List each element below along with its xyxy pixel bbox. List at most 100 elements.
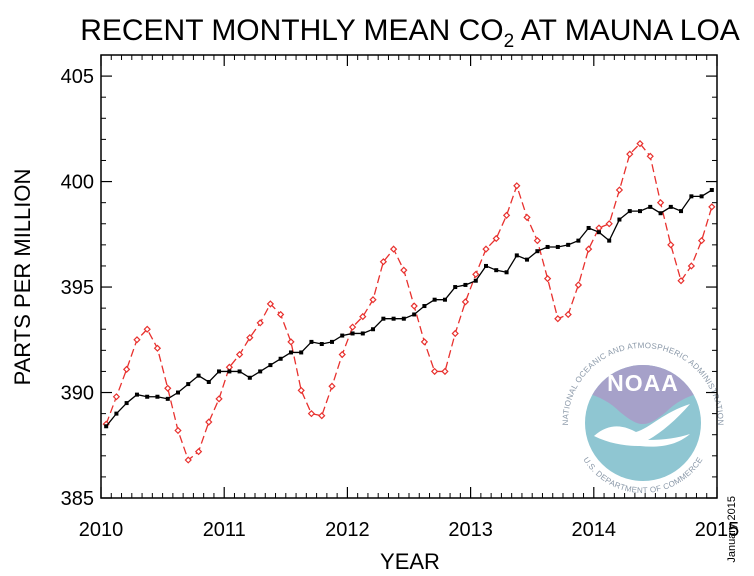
data-point (246, 334, 254, 342)
tick-labels: 385 390 395 400 405 2010 2011 2012 2013 2014 2015 (61, 66, 740, 541)
series-line (105, 142, 713, 462)
data-point (184, 456, 192, 464)
y-tick-label: 395 (61, 277, 94, 299)
data-point (535, 249, 540, 254)
axis-ticks (100, 55, 718, 499)
data-point (227, 369, 232, 374)
data-point (328, 382, 336, 390)
data-point (350, 331, 355, 336)
data-point (697, 236, 706, 245)
data-point (484, 263, 488, 268)
data-point (276, 310, 285, 319)
data-point (143, 325, 151, 333)
logo-gull-shape (594, 404, 690, 447)
data-point (401, 316, 406, 321)
logo-wordmark: NOAA (607, 370, 679, 396)
data-point (687, 262, 696, 270)
data-point (153, 344, 162, 352)
data-point (543, 274, 552, 283)
x-tick-label: 2013 (448, 519, 493, 541)
data-point (607, 238, 612, 243)
data-point (432, 297, 437, 302)
data-point (278, 356, 283, 361)
x-tick-label: 2015 (695, 519, 740, 541)
data-point (605, 220, 613, 228)
data-point (174, 426, 182, 435)
data-point (114, 411, 119, 416)
data-point (360, 331, 365, 336)
data-point (451, 329, 459, 338)
data-point (513, 182, 521, 190)
y-axis-label: PARTS PER MILLION (10, 169, 35, 386)
data-point (369, 296, 377, 304)
data-point (554, 315, 562, 323)
data-point (237, 369, 242, 374)
logo-sky-shape (585, 365, 701, 424)
x-tick-label: 2014 (572, 519, 617, 541)
data-point (668, 204, 673, 209)
data-point (389, 245, 398, 253)
data-point (442, 297, 447, 302)
data-point (287, 338, 295, 346)
data-point (502, 211, 511, 219)
data-point (482, 245, 490, 253)
data-point (574, 281, 583, 289)
data-point (453, 285, 458, 290)
data-point (205, 418, 213, 426)
data-point (473, 278, 478, 283)
data-point (523, 213, 531, 222)
data-point (412, 312, 417, 317)
data-point (318, 412, 326, 420)
data-point (566, 242, 571, 247)
data-point (155, 394, 160, 399)
data-point (309, 339, 314, 344)
data-point (258, 369, 263, 374)
data-point (679, 209, 684, 214)
data-point (658, 211, 663, 216)
data-point (545, 244, 550, 249)
x-tick-label: 2011 (203, 519, 246, 541)
data-point (626, 150, 634, 158)
data-point (708, 203, 716, 211)
data-point (656, 199, 665, 207)
data-point (196, 373, 201, 378)
data-point (677, 277, 685, 285)
data-point (104, 424, 109, 429)
data-point (256, 319, 264, 327)
data-point (420, 338, 429, 346)
data-point (330, 339, 334, 344)
x-tick-label: 2012 (325, 519, 370, 541)
data-point (145, 394, 150, 399)
data-point (235, 350, 244, 359)
data-point (595, 224, 603, 232)
data-point (124, 401, 129, 406)
data-point (472, 270, 480, 279)
data-point (430, 367, 439, 376)
data-point (176, 390, 180, 395)
data-point (268, 363, 273, 368)
x-axis-label: YEAR (380, 549, 440, 574)
data-point (319, 342, 324, 347)
data-point (463, 282, 468, 287)
series-layer (102, 139, 716, 464)
data-point (391, 316, 396, 321)
date-stamp: January 2015 (726, 496, 738, 563)
data-point (576, 238, 581, 243)
data-point (266, 300, 275, 308)
data-point (164, 384, 172, 392)
data-point (504, 270, 509, 275)
data-point (615, 186, 624, 194)
y-tick-label: 390 (61, 383, 94, 405)
data-point (699, 194, 704, 199)
data-point (492, 234, 500, 243)
data-point (186, 382, 191, 387)
data-point (400, 266, 408, 274)
data-point (564, 310, 572, 319)
data-point (461, 298, 470, 306)
data-point (340, 333, 345, 338)
data-point (586, 225, 591, 230)
data-point (288, 350, 293, 355)
data-point (371, 327, 376, 332)
